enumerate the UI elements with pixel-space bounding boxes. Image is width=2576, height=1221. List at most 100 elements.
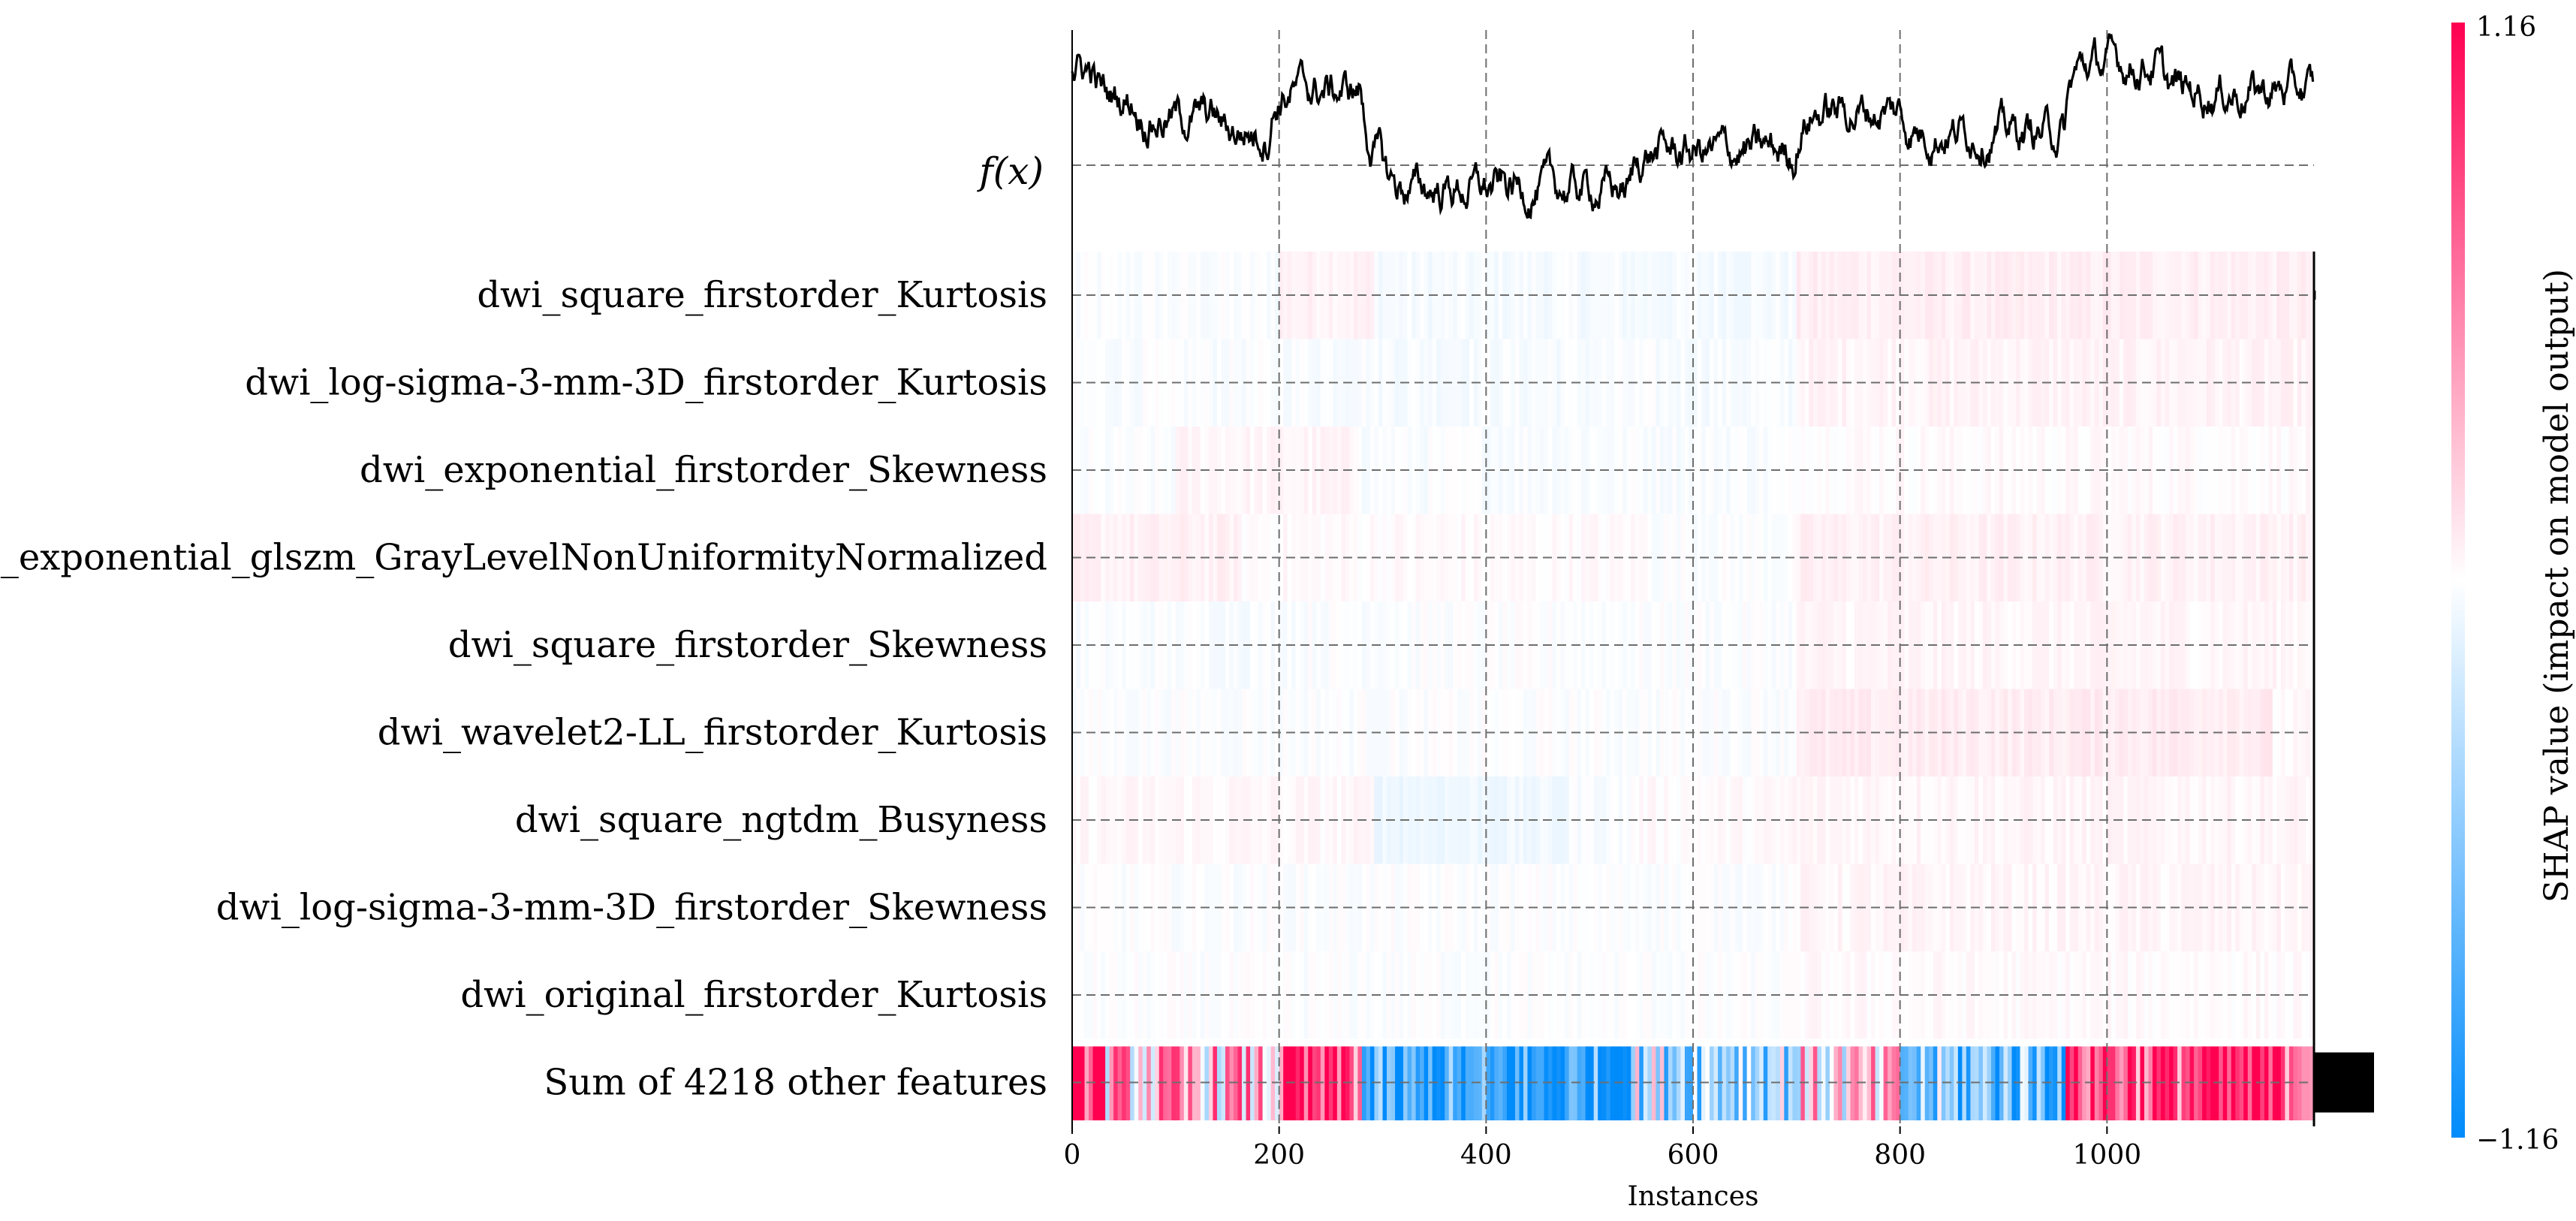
heatmap-cell xyxy=(1837,601,1843,689)
heatmap-cell xyxy=(1395,689,1400,776)
heatmap-cell xyxy=(2276,1046,2282,1120)
heatmap-cell xyxy=(1494,864,1499,951)
heatmap-cell xyxy=(1792,864,1797,951)
heatmap-cell xyxy=(1866,427,1872,514)
heatmap-cell xyxy=(1122,514,1127,601)
heatmap-cell xyxy=(1125,252,1131,339)
heatmap-cell xyxy=(1722,339,1727,427)
heatmap-cell xyxy=(1382,601,1387,689)
heatmap-cell xyxy=(1378,951,1384,1039)
heatmap-cell xyxy=(1908,339,1913,427)
heatmap-cell xyxy=(1693,951,1698,1039)
heatmap-cell xyxy=(1465,339,1470,427)
heatmap-cell xyxy=(1957,1046,1963,1120)
heatmap-cell xyxy=(1722,864,1727,951)
heatmap-cell xyxy=(2309,339,2315,427)
heatmap-cell xyxy=(1568,1046,1574,1120)
heatmap-cell xyxy=(1382,427,1387,514)
heatmap-cell xyxy=(2206,601,2211,689)
heatmap-cell xyxy=(1680,776,1686,864)
heatmap-cell xyxy=(1097,427,1102,514)
heatmap-cell xyxy=(1693,1046,1698,1120)
heatmap-cell xyxy=(1229,1046,1234,1120)
heatmap-cell xyxy=(2252,427,2257,514)
heatmap-cell xyxy=(2194,864,2199,951)
heatmap-cell xyxy=(1792,1046,1797,1120)
heatmap-cell xyxy=(1924,776,1930,864)
heatmap-cell xyxy=(1412,776,1417,864)
heatmap-cell xyxy=(1693,689,1698,776)
heatmap-cell xyxy=(1945,1046,1951,1120)
heatmap-cell xyxy=(1494,689,1499,776)
heatmap-cell xyxy=(2036,427,2041,514)
heatmap-cell xyxy=(1982,951,1988,1039)
heatmap-cell xyxy=(1593,339,1598,427)
heatmap-cell xyxy=(2082,252,2087,339)
heatmap-cell xyxy=(2280,776,2285,864)
heatmap-cell xyxy=(1196,951,1201,1039)
heatmap-cell xyxy=(2107,601,2112,689)
feature-label: dwi_log-sigma-3-mm-3D_firstorder_Skewnes… xyxy=(216,887,1047,929)
heatmap-cell xyxy=(1486,1046,1491,1120)
heatmap-cell xyxy=(1494,252,1499,339)
heatmap-cell xyxy=(2119,1046,2124,1120)
heatmap-cell xyxy=(2239,252,2244,339)
heatmap-cell xyxy=(2036,1046,2041,1120)
heatmap-cell xyxy=(1809,339,1814,427)
heatmap-cell xyxy=(2077,252,2083,339)
heatmap-cell xyxy=(2222,427,2228,514)
heatmap-cell xyxy=(1225,689,1231,776)
heatmap-cell xyxy=(1995,776,2000,864)
heatmap-cell xyxy=(1875,1046,1880,1120)
heatmap-cell xyxy=(1250,514,1255,601)
heatmap-cell xyxy=(1453,689,1458,776)
heatmap-cell xyxy=(2065,427,2071,514)
heatmap-cell xyxy=(1167,252,1172,339)
heatmap-cell xyxy=(2177,601,2183,689)
heatmap-cell xyxy=(2049,252,2054,339)
heatmap-cell xyxy=(1183,689,1189,776)
heatmap-cell xyxy=(1353,427,1359,514)
heatmap-cell xyxy=(2305,514,2311,601)
heatmap-cell xyxy=(1237,252,1243,339)
heatmap-cell xyxy=(1122,252,1127,339)
heatmap-cell xyxy=(1109,776,1114,864)
heatmap-cell xyxy=(1581,427,1586,514)
heatmap-cell xyxy=(1196,427,1201,514)
heatmap-cell xyxy=(2305,339,2311,427)
heatmap-cell xyxy=(1465,514,1470,601)
heatmap-cell xyxy=(2123,427,2129,514)
heatmap-cell xyxy=(2094,689,2099,776)
heatmap-cell xyxy=(1453,776,1458,864)
heatmap-cell xyxy=(2206,951,2211,1039)
heatmap-cell xyxy=(1494,601,1499,689)
heatmap-cell xyxy=(1382,776,1387,864)
heatmap-cell xyxy=(1469,1046,1475,1120)
heatmap-cell xyxy=(1283,514,1288,601)
heatmap-cell xyxy=(1378,252,1384,339)
heatmap-cell xyxy=(2280,601,2285,689)
heatmap-cell xyxy=(2024,601,2029,689)
heatmap-cell xyxy=(1267,427,1272,514)
heatmap-cell xyxy=(2222,1046,2228,1120)
heatmap-cell xyxy=(1270,1046,1276,1120)
heatmap-cell xyxy=(1651,864,1656,951)
heatmap-cell xyxy=(2280,252,2285,339)
heatmap-cell xyxy=(1324,601,1330,689)
heatmap-cell xyxy=(1581,514,1586,601)
heatmap-cell xyxy=(1440,951,1445,1039)
heatmap-cell xyxy=(1680,864,1686,951)
heatmap-cell xyxy=(1565,951,1570,1039)
heatmap-cell xyxy=(2008,514,2013,601)
heatmap-cell xyxy=(1697,339,1702,427)
heatmap-cell xyxy=(2053,776,2058,864)
heatmap-cell xyxy=(1937,951,1942,1039)
heatmap-cell xyxy=(1283,1046,1288,1120)
heatmap-cell xyxy=(1511,427,1516,514)
heatmap-cell xyxy=(2094,339,2099,427)
heatmap-cell xyxy=(1755,1046,1760,1120)
heatmap-cell xyxy=(1581,252,1586,339)
heatmap-cell xyxy=(1424,252,1429,339)
heatmap-cell xyxy=(1610,514,1615,601)
heatmap-cell xyxy=(1639,1046,1644,1120)
